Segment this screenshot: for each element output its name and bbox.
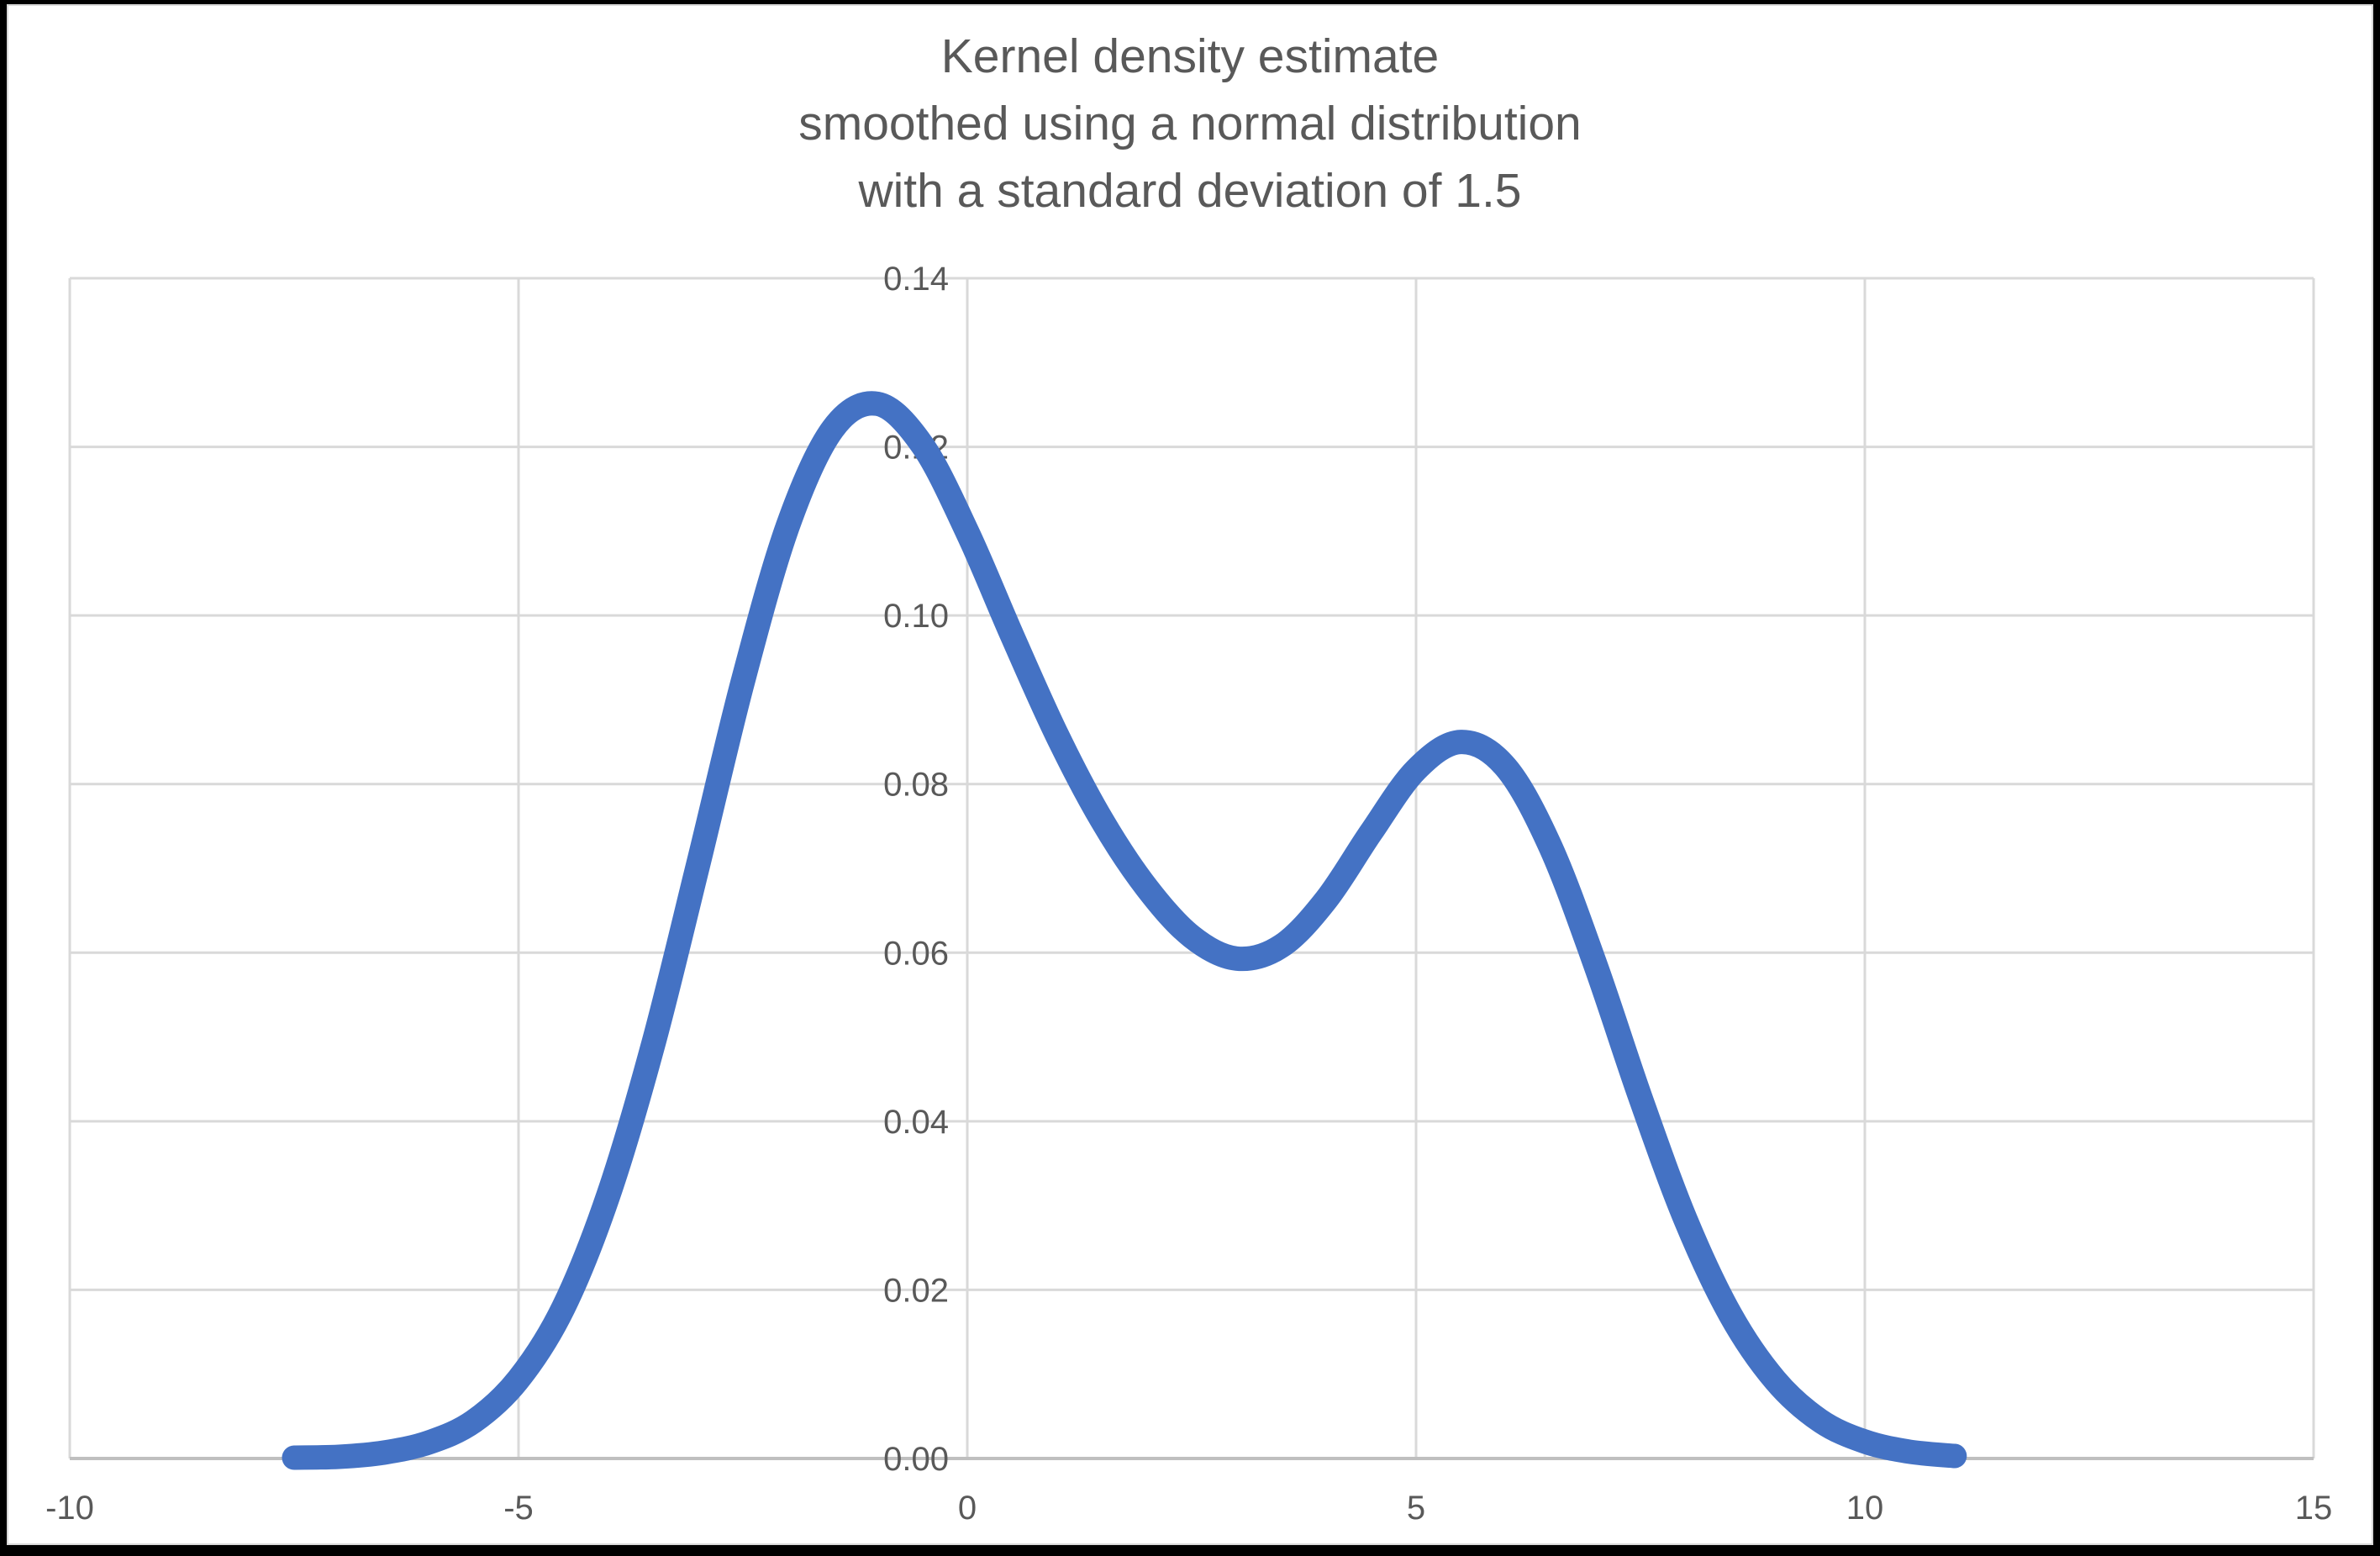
x-tick-label: -5	[503, 1490, 534, 1527]
x-tick-label: 0	[958, 1490, 977, 1527]
kde-chart: 0.000.020.040.060.080.100.120.14-10 -5 0 5 1…	[45, 261, 2333, 1527]
chart-canvas: Kernel density estimate smoothed using a…	[7, 4, 2373, 1545]
y-tick-label: 0.00	[883, 1441, 949, 1478]
y-tick-label: 0.02	[883, 1272, 949, 1309]
x-tick-label: 5	[1407, 1490, 1425, 1527]
y-tick-label: 0.14	[883, 261, 949, 298]
y-tick-label: 0.04	[883, 1104, 949, 1141]
x-tick-label: -10	[45, 1490, 94, 1527]
y-tick-label: 0.06	[883, 935, 949, 972]
kde-curve	[282, 391, 1967, 1470]
y-tick-label: 0.08	[883, 767, 949, 804]
y-tick-label: 0.10	[883, 598, 949, 635]
x-tick-label: 10	[1846, 1490, 1884, 1527]
chart-title: Kernel density estimate smoothed using a…	[798, 29, 1582, 218]
x-tick-label: 15	[2295, 1490, 2333, 1527]
